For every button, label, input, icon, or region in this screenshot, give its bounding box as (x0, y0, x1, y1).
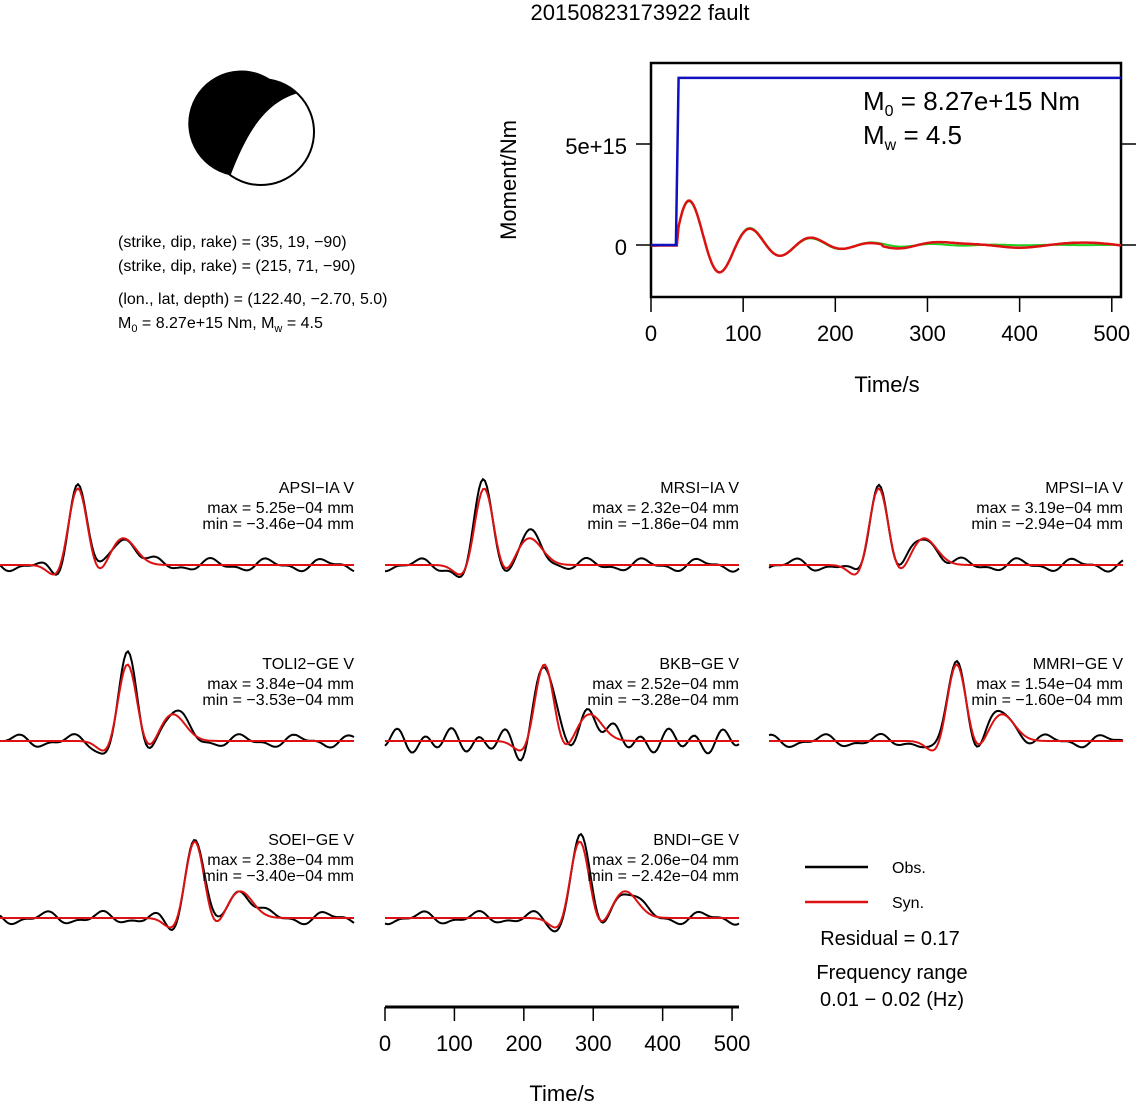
station-min-amplitude: min = −3.53e−04 mm (202, 692, 354, 709)
station-name: BKB−GE V (659, 656, 739, 673)
synthetic-waveform (769, 663, 1123, 752)
synthetic-waveform (385, 840, 739, 929)
stf-synthetic-green-curve (651, 200, 1122, 274)
stf-mw-value: 4.5 (926, 120, 962, 150)
observed-waveform (0, 482, 355, 576)
station-max-amplitude: max = 2.06e−04 mm (592, 852, 739, 869)
station-min-amplitude: min = −1.86e−04 mm (587, 516, 739, 533)
frequency-range-label: Frequency range (816, 962, 967, 984)
stf-xtick-label: 100 (725, 321, 762, 346)
stf-xtick-label: 200 (817, 321, 854, 346)
stf-xtick-label: 300 (909, 321, 946, 346)
station-max-amplitude: max = 1.54e−04 mm (976, 676, 1123, 693)
waveform-xtick-label: 300 (575, 1031, 612, 1056)
focal-m0-value: 8.27e+15 Nm (156, 315, 253, 332)
station-name: MMRI−GE V (1033, 656, 1124, 673)
station-max-amplitude: max = 2.52e−04 mm (592, 676, 739, 693)
stf-m0-value: 8.27e+15 Nm (923, 86, 1080, 116)
station-min-amplitude: min = −2.42e−04 mm (587, 868, 739, 885)
station-name: MRSI−IA V (660, 480, 739, 497)
stf-ylabel: Moment/Nm (496, 120, 521, 240)
stf-panel: 5e+15 0 Moment/Nm Time/s 0 100 200 300 400 50… (496, 61, 1136, 397)
figure-title: 20150823173922 fault (531, 0, 750, 25)
station-name: TOLI2−GE V (262, 656, 354, 673)
legend-syn-label: Syn. (892, 895, 924, 912)
station-name: APSI−IA V (279, 480, 354, 497)
frequency-range-value: 0.01 − 0.02 (Hz) (820, 989, 964, 1011)
focal-moment-summary: M0 = 8.27e+15 Nm, Mw = 4.5 (118, 315, 323, 335)
waveform-legend: Obs. Syn. (805, 860, 926, 912)
stf-ytick-0: 0 (615, 235, 627, 260)
station-name: MPSI−IA V (1045, 480, 1123, 497)
waveform-xtick-label: 100 (436, 1031, 473, 1056)
synthetic-waveform (0, 840, 354, 929)
synthetic-waveform (0, 487, 354, 576)
stf-moment-function-line (651, 76, 1121, 247)
focal-mechanism-beachball (188, 70, 315, 186)
station-max-amplitude: max = 2.32e−04 mm (592, 500, 739, 517)
focal-lon-lat-depth: (lon., lat, depth) = (122.40, −2.70, 5.0… (118, 291, 388, 308)
waveform-xtick-label: 200 (505, 1031, 542, 1056)
legend-obs-label: Obs. (892, 860, 926, 877)
stf-xtick-label: 0 (645, 321, 657, 346)
stf-synthetic-red-curve (651, 199, 1122, 274)
station-max-amplitude: max = 3.19e−04 mm (976, 500, 1123, 517)
station-min-amplitude: min = −1.60e−04 mm (971, 692, 1123, 709)
station-max-amplitude: max = 3.84e−04 mm (207, 676, 354, 693)
residual-text: Residual = 0.17 (820, 928, 960, 950)
synthetic-waveform (0, 663, 354, 752)
station-name: BNDI−GE V (653, 832, 739, 849)
observed-waveform (384, 666, 740, 762)
observed-waveform (384, 477, 740, 579)
station-name: SOEI−GE V (268, 832, 354, 849)
station-min-amplitude: min = −3.40e−04 mm (202, 868, 354, 885)
waveform-xtick-label: 400 (644, 1031, 681, 1056)
observed-waveform (768, 483, 1124, 573)
synthetic-waveform (385, 663, 739, 752)
stf-xtick-label: 500 (1093, 321, 1130, 346)
synthetic-waveform (769, 487, 1123, 576)
observed-waveform (0, 649, 355, 755)
synthetic-waveform (385, 487, 739, 576)
stf-ytick-5e15: 5e+15 (565, 134, 627, 159)
station-min-amplitude: min = −3.46e−04 mm (202, 516, 354, 533)
station-min-amplitude: min = −2.94e−04 mm (971, 516, 1123, 533)
waveform-xtick-label: 0 (379, 1031, 391, 1056)
station-max-amplitude: max = 5.25e−04 mm (207, 500, 354, 517)
focal-strike-dip-rake-1: (strike, dip, rake) = (35, 19, −90) (118, 234, 347, 251)
waveform-xtick-label: 500 (714, 1031, 751, 1056)
focal-mw-value: 4.5 (301, 315, 323, 332)
stf-plot-frame (649, 61, 1123, 299)
stf-mw-annotation: Mw = 4.5 (863, 120, 962, 154)
waveform-xlabel: Time/s (529, 1081, 594, 1104)
station-max-amplitude: max = 2.38e−04 mm (207, 852, 354, 869)
stf-xlabel: Time/s (854, 372, 919, 397)
stf-xtick-label: 400 (1001, 321, 1038, 346)
waveform-time-axis: 0 100 200 300 400 500 Time/s (379, 1005, 751, 1104)
stf-m0-annotation: M0 = 8.27e+15 Nm (863, 86, 1080, 120)
focal-strike-dip-rake-2: (strike, dip, rake) = (215, 71, −90) (118, 258, 355, 275)
station-min-amplitude: min = −3.28e−04 mm (587, 692, 739, 709)
